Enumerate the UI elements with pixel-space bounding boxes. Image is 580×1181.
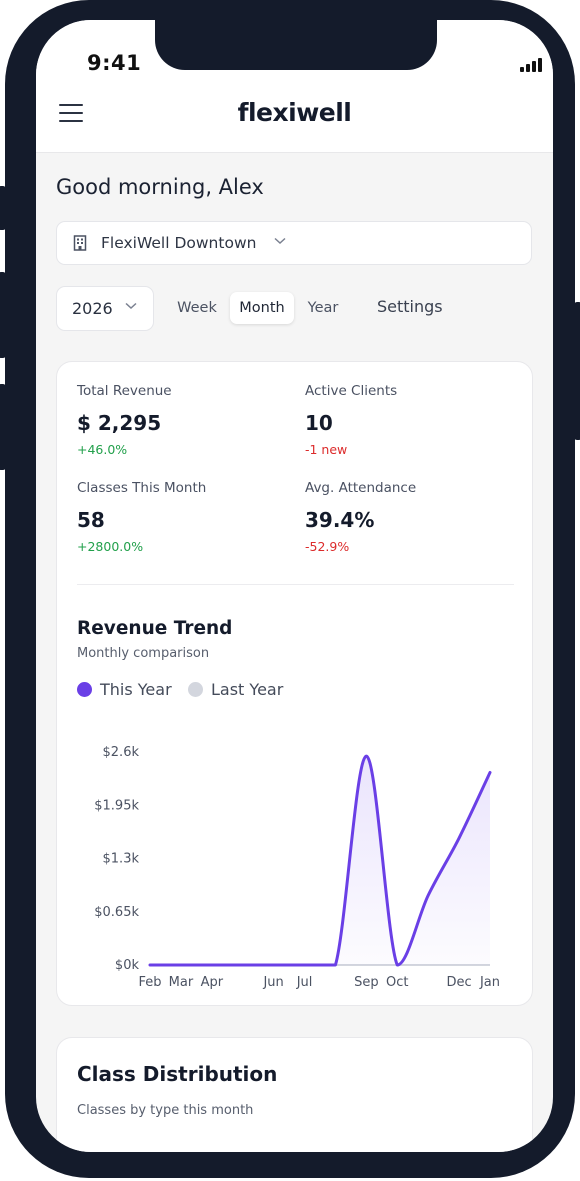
app-logo: flexiwell <box>237 98 352 127</box>
tab-week[interactable]: Week <box>177 300 217 316</box>
year-select[interactable]: 2026 <box>56 286 154 331</box>
phone-side-button-1 <box>0 186 6 230</box>
stat-label-avg-attendance: Avg. Attendance <box>305 480 417 496</box>
x-tick-label: Mar <box>169 975 194 990</box>
greeting-text: Good morning, Alex <box>56 175 264 199</box>
x-tick-label: Sep <box>354 975 379 990</box>
class-distribution-card: Class Distribution Classes by type this … <box>56 1037 533 1152</box>
year-select-value: 2026 <box>72 299 113 318</box>
stat-label-active-clients: Active Clients <box>305 383 398 399</box>
stat-change-classes-this-month: +2800.0% <box>77 539 144 554</box>
legend-label-last-year: Last Year <box>211 680 284 699</box>
phone-frame: 9:41 flexiwell Good morning, Alex FlexiW… <box>5 0 575 1178</box>
y-tick-label: $0.65k <box>94 905 139 920</box>
tab-month[interactable]: Month <box>230 292 294 324</box>
x-tick-label: Jul <box>296 975 313 990</box>
hamburger-menu-icon[interactable] <box>59 104 83 124</box>
stat-label-classes-this-month: Classes This Month <box>77 480 207 496</box>
divider <box>77 584 514 585</box>
phone-side-button-3 <box>0 384 6 470</box>
x-tick-label: Feb <box>138 975 161 990</box>
chevron-down-icon <box>274 237 286 245</box>
series-line-this-year <box>148 754 492 967</box>
settings-link[interactable]: Settings <box>377 297 443 316</box>
location-selector[interactable]: FlexiWell Downtown <box>56 221 532 265</box>
location-name: FlexiWell Downtown <box>101 234 257 252</box>
app-bar: flexiwell <box>36 90 553 153</box>
phone-power-button <box>574 302 580 440</box>
status-time: 9:41 <box>87 51 142 75</box>
stat-value-total-revenue: $ 2,295 <box>77 411 162 435</box>
x-tick-label: Apr <box>201 975 224 990</box>
legend-this-year[interactable]: This Year <box>77 680 172 699</box>
x-tick-label: Dec <box>447 975 472 990</box>
class-distribution-title: Class Distribution <box>77 1062 278 1086</box>
stat-change-total-revenue: +46.0% <box>77 442 128 457</box>
stat-change-active-clients: -1 new <box>305 442 348 457</box>
y-tick-label: $1.3k <box>103 852 140 867</box>
revenue-trend-title: Revenue Trend <box>77 618 233 639</box>
x-tick-label: Jun <box>262 975 283 990</box>
legend-last-year[interactable]: Last Year <box>188 680 283 699</box>
stat-value-classes-this-month: 58 <box>77 508 105 532</box>
legend-label-this-year: This Year <box>100 680 172 699</box>
stat-value-avg-attendance: 39.4% <box>305 508 375 532</box>
tab-year[interactable]: Year <box>307 300 339 316</box>
stats-card: Total Revenue $ 2,295 +46.0% Active Clie… <box>56 361 533 1006</box>
legend-dot-this-year <box>77 682 92 697</box>
phone-side-button-2 <box>0 272 6 358</box>
x-tick-label: Oct <box>386 975 408 990</box>
cellular-signal-icon <box>520 58 542 72</box>
series-area-this-year <box>150 756 490 965</box>
camera-notch <box>155 20 437 70</box>
revenue-trend-subtitle: Monthly comparison <box>77 646 210 661</box>
chevron-down-icon <box>125 302 137 310</box>
y-tick-label: $0k <box>115 958 140 973</box>
building-icon <box>73 235 87 251</box>
stat-label-total-revenue: Total Revenue <box>77 383 172 399</box>
y-tick-label: $2.6k <box>103 745 140 760</box>
stat-change-avg-attendance: -52.9% <box>305 539 350 554</box>
legend-dot-last-year <box>188 682 203 697</box>
class-distribution-subtitle: Classes by type this month <box>77 1103 254 1118</box>
revenue-trend-chart: $0k $0.65k $1.3k $1.95k $2.6k Feb Mar Apr Jun Jul… <box>94 745 500 990</box>
y-tick-label: $1.95k <box>94 798 139 813</box>
app-screen: 9:41 flexiwell Good morning, Alex FlexiW… <box>36 20 553 1152</box>
x-tick-label: Jan <box>479 975 500 990</box>
stat-value-active-clients: 10 <box>305 411 333 435</box>
